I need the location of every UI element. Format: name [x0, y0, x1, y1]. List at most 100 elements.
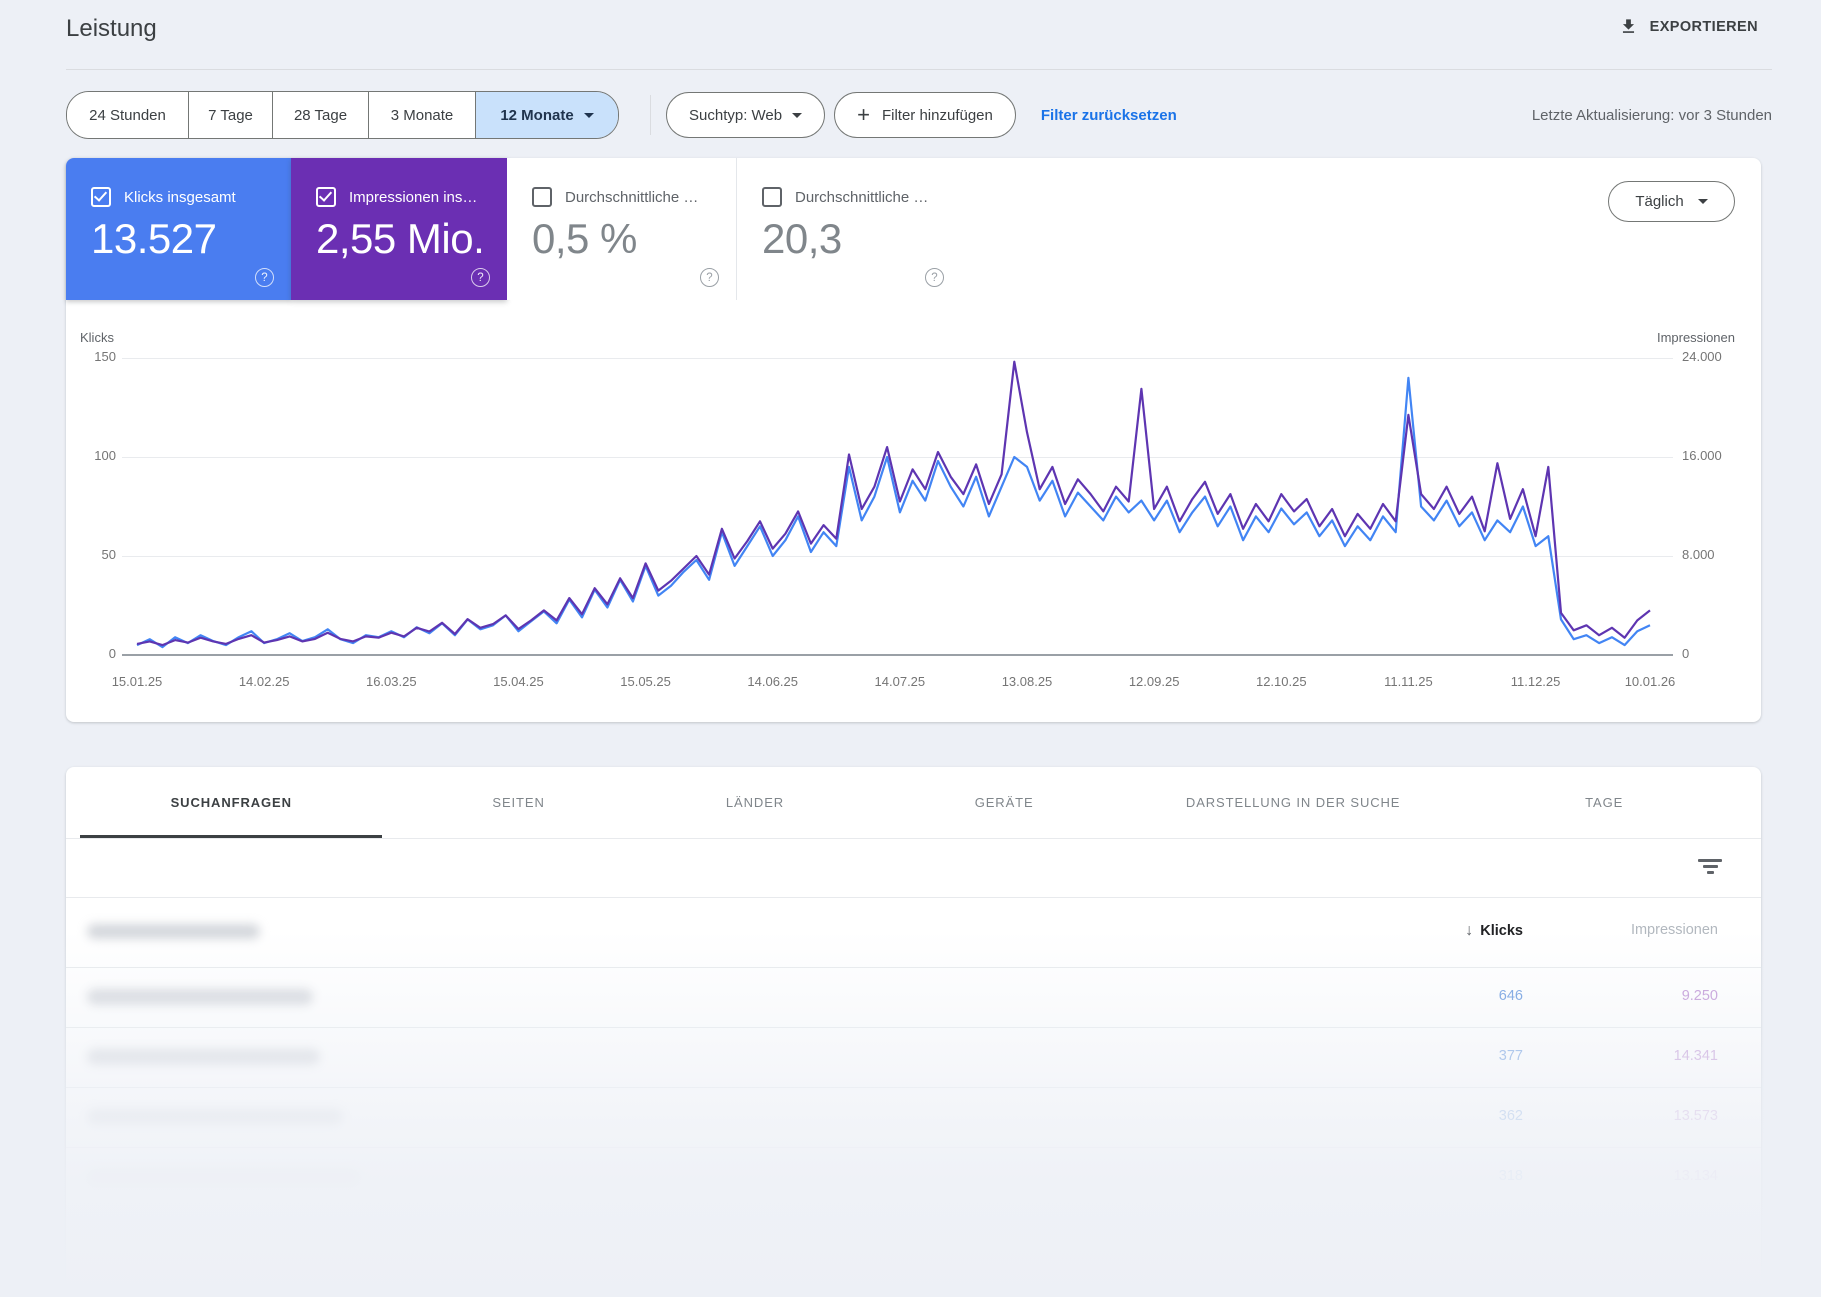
table-row[interactable]: 646 9.250 [66, 967, 1761, 1028]
page-title: Leistung [66, 15, 157, 42]
column-header-clicks[interactable]: ↓ Klicks [1465, 922, 1523, 939]
timeseries-chart[interactable]: Klicks Impressionen 150 24.000 100 16.000 50 8.… [66, 330, 1761, 722]
download-icon [1622, 19, 1634, 33]
gridline [122, 358, 1673, 359]
tab-geraete[interactable]: GERÄTE [974, 795, 1034, 810]
clicks-value: 318 [1498, 1168, 1523, 1184]
help-icon[interactable]: ? [255, 268, 274, 287]
reset-filters-link[interactable]: Filter zurücksetzen [1040, 106, 1177, 124]
range-24-hours[interactable]: 24 Stunden [67, 92, 188, 138]
chevron-down-icon [1697, 199, 1708, 204]
left-axis-title: Klicks [80, 330, 114, 345]
tab-darstellung-in-der-suche[interactable]: DARSTELLUNG IN DER SUCHE [1185, 795, 1401, 810]
metric-value: 20,3 [762, 215, 842, 262]
tab-suchanfragen[interactable]: SUCHANFRAGEN [66, 767, 397, 838]
metric-card-average-position[interactable]: Durchschnittliche … 20,3 ? [736, 158, 961, 300]
left-axis-tick: 50 [101, 547, 116, 562]
tab-laender[interactable]: LÄNDER [725, 795, 785, 810]
help-icon[interactable]: ? [700, 268, 719, 287]
clicks-value: 646 [1498, 988, 1523, 1004]
x-axis-label: 14.02.25 [238, 674, 290, 689]
x-axis-label: 11.12.25 [1510, 674, 1561, 689]
metric-label: Impressionen ins… [349, 188, 478, 206]
table-header-row: ↓ Klicks Impressionen [66, 897, 1761, 968]
right-axis-tick: 8.000 [1682, 547, 1715, 562]
performance-chart-card: Klicks insgesamt 13.527 ? Impressionen i… [66, 158, 1761, 722]
tab-tage[interactable]: TAGE [1585, 795, 1624, 810]
right-axis-tick: 0 [1682, 646, 1690, 661]
right-axis-tick: 16.000 [1682, 448, 1722, 463]
left-axis-tick: 100 [94, 448, 116, 463]
x-axis-label: 14.07.25 [874, 674, 926, 689]
tab-seiten[interactable]: SEITEN [492, 795, 545, 810]
help-icon[interactable]: ? [925, 268, 944, 287]
impressions-value: 14.341 [1673, 1048, 1718, 1064]
gridline [122, 556, 1673, 557]
x-axis-label: 13.08.25 [1001, 674, 1053, 689]
blurred-query-text [87, 1169, 360, 1185]
left-axis-tick: 150 [94, 349, 116, 364]
range-28-days[interactable]: 28 Tage [272, 92, 368, 138]
metric-label: Klicks insgesamt [124, 188, 236, 206]
export-label: EXPORTIEREN [1649, 18, 1758, 35]
metric-card-average-ctr[interactable]: Durchschnittliche … 0,5 % ? [507, 158, 736, 300]
checkbox-unchecked-icon[interactable] [762, 187, 782, 207]
series-clicks [136, 376, 1651, 649]
impressions-value: 9.250 [1681, 988, 1718, 1004]
metric-label: Durchschnittliche … [565, 188, 699, 206]
chart-lines[interactable] [66, 330, 1761, 722]
metric-value: 0,5 % [532, 215, 637, 262]
right-axis-tick: 24.000 [1682, 349, 1722, 364]
table-row[interactable]: 377 14.341 [66, 1027, 1761, 1088]
add-filter-chip[interactable]: + Filter hinzufügen [834, 92, 1016, 138]
range-12-months-label: 12 Monate [500, 106, 574, 124]
search-type-label: Suchtyp: Web [689, 106, 783, 124]
search-type-chip[interactable]: Suchtyp: Web [666, 92, 826, 138]
dimensions-table-card: SUCHANFRAGEN SEITEN LÄNDER GERÄTE DARSTE… [66, 767, 1761, 1297]
impressions-value: 13.134 [1673, 1168, 1718, 1184]
series-impressions [136, 360, 1651, 647]
granularity-select[interactable]: Täglich [1608, 181, 1735, 222]
clicks-value: 362 [1498, 1108, 1523, 1124]
metric-label: Durchschnittliche … [795, 188, 929, 206]
range-3-months[interactable]: 3 Monate [368, 92, 475, 138]
range-7-days[interactable]: 7 Tage [188, 92, 272, 138]
checkbox-checked-icon[interactable] [91, 187, 111, 207]
metric-card-total-impressions[interactable]: Impressionen ins… 2,55 Mio. ? [291, 158, 507, 300]
x-axis-label: 15.04.25 [493, 674, 544, 689]
table-row[interactable]: 362 13.573 [66, 1087, 1761, 1148]
blurred-query-column-header [87, 924, 260, 939]
impressions-value: 13.573 [1673, 1108, 1718, 1124]
checkbox-unchecked-icon[interactable] [532, 187, 552, 207]
x-axis-label: 15.05.25 [620, 674, 671, 689]
x-axis-label: 16.03.25 [365, 674, 417, 689]
x-axis-label: 12.09.25 [1128, 674, 1180, 689]
chevron-down-icon [792, 112, 803, 118]
last-update-text: Letzte Aktualisierung: vor 3 Stunden [1531, 106, 1772, 124]
range-12-months[interactable]: 12 Monate [475, 92, 618, 138]
dimension-tabs: SUCHANFRAGEN SEITEN LÄNDER GERÄTE DARSTE… [66, 767, 1761, 839]
vertical-divider [650, 95, 651, 135]
filter-list-icon[interactable] [1698, 859, 1722, 877]
left-axis-tick: 0 [108, 646, 116, 661]
clicks-value: 377 [1498, 1048, 1523, 1064]
metric-value: 13.527 [91, 215, 217, 262]
chevron-down-icon [583, 112, 594, 118]
table-row[interactable]: 318 13.134 [66, 1147, 1761, 1207]
column-header-impressions[interactable]: Impressionen [1630, 922, 1718, 938]
x-axis-label: 12.10.25 [1255, 674, 1307, 689]
add-filter-label: Filter hinzufügen [881, 106, 993, 124]
blurred-query-text [87, 1049, 320, 1065]
gridline [122, 457, 1673, 458]
plus-icon: + [857, 102, 870, 127]
checkbox-checked-icon[interactable] [316, 187, 336, 207]
help-icon[interactable]: ? [471, 268, 490, 287]
metric-card-total-clicks[interactable]: Klicks insgesamt 13.527 ? [66, 158, 291, 300]
x-axis-line [122, 654, 1673, 656]
right-axis-title: Impressionen [1656, 330, 1735, 345]
filter-bar: 24 Stunden 7 Tage 28 Tage 3 Monate 12 Mo… [66, 91, 1772, 139]
sort-descending-icon: ↓ [1465, 922, 1474, 939]
export-button[interactable]: EXPORTIEREN [1613, 16, 1764, 37]
x-axis-label: 10.01.26 [1624, 674, 1676, 689]
